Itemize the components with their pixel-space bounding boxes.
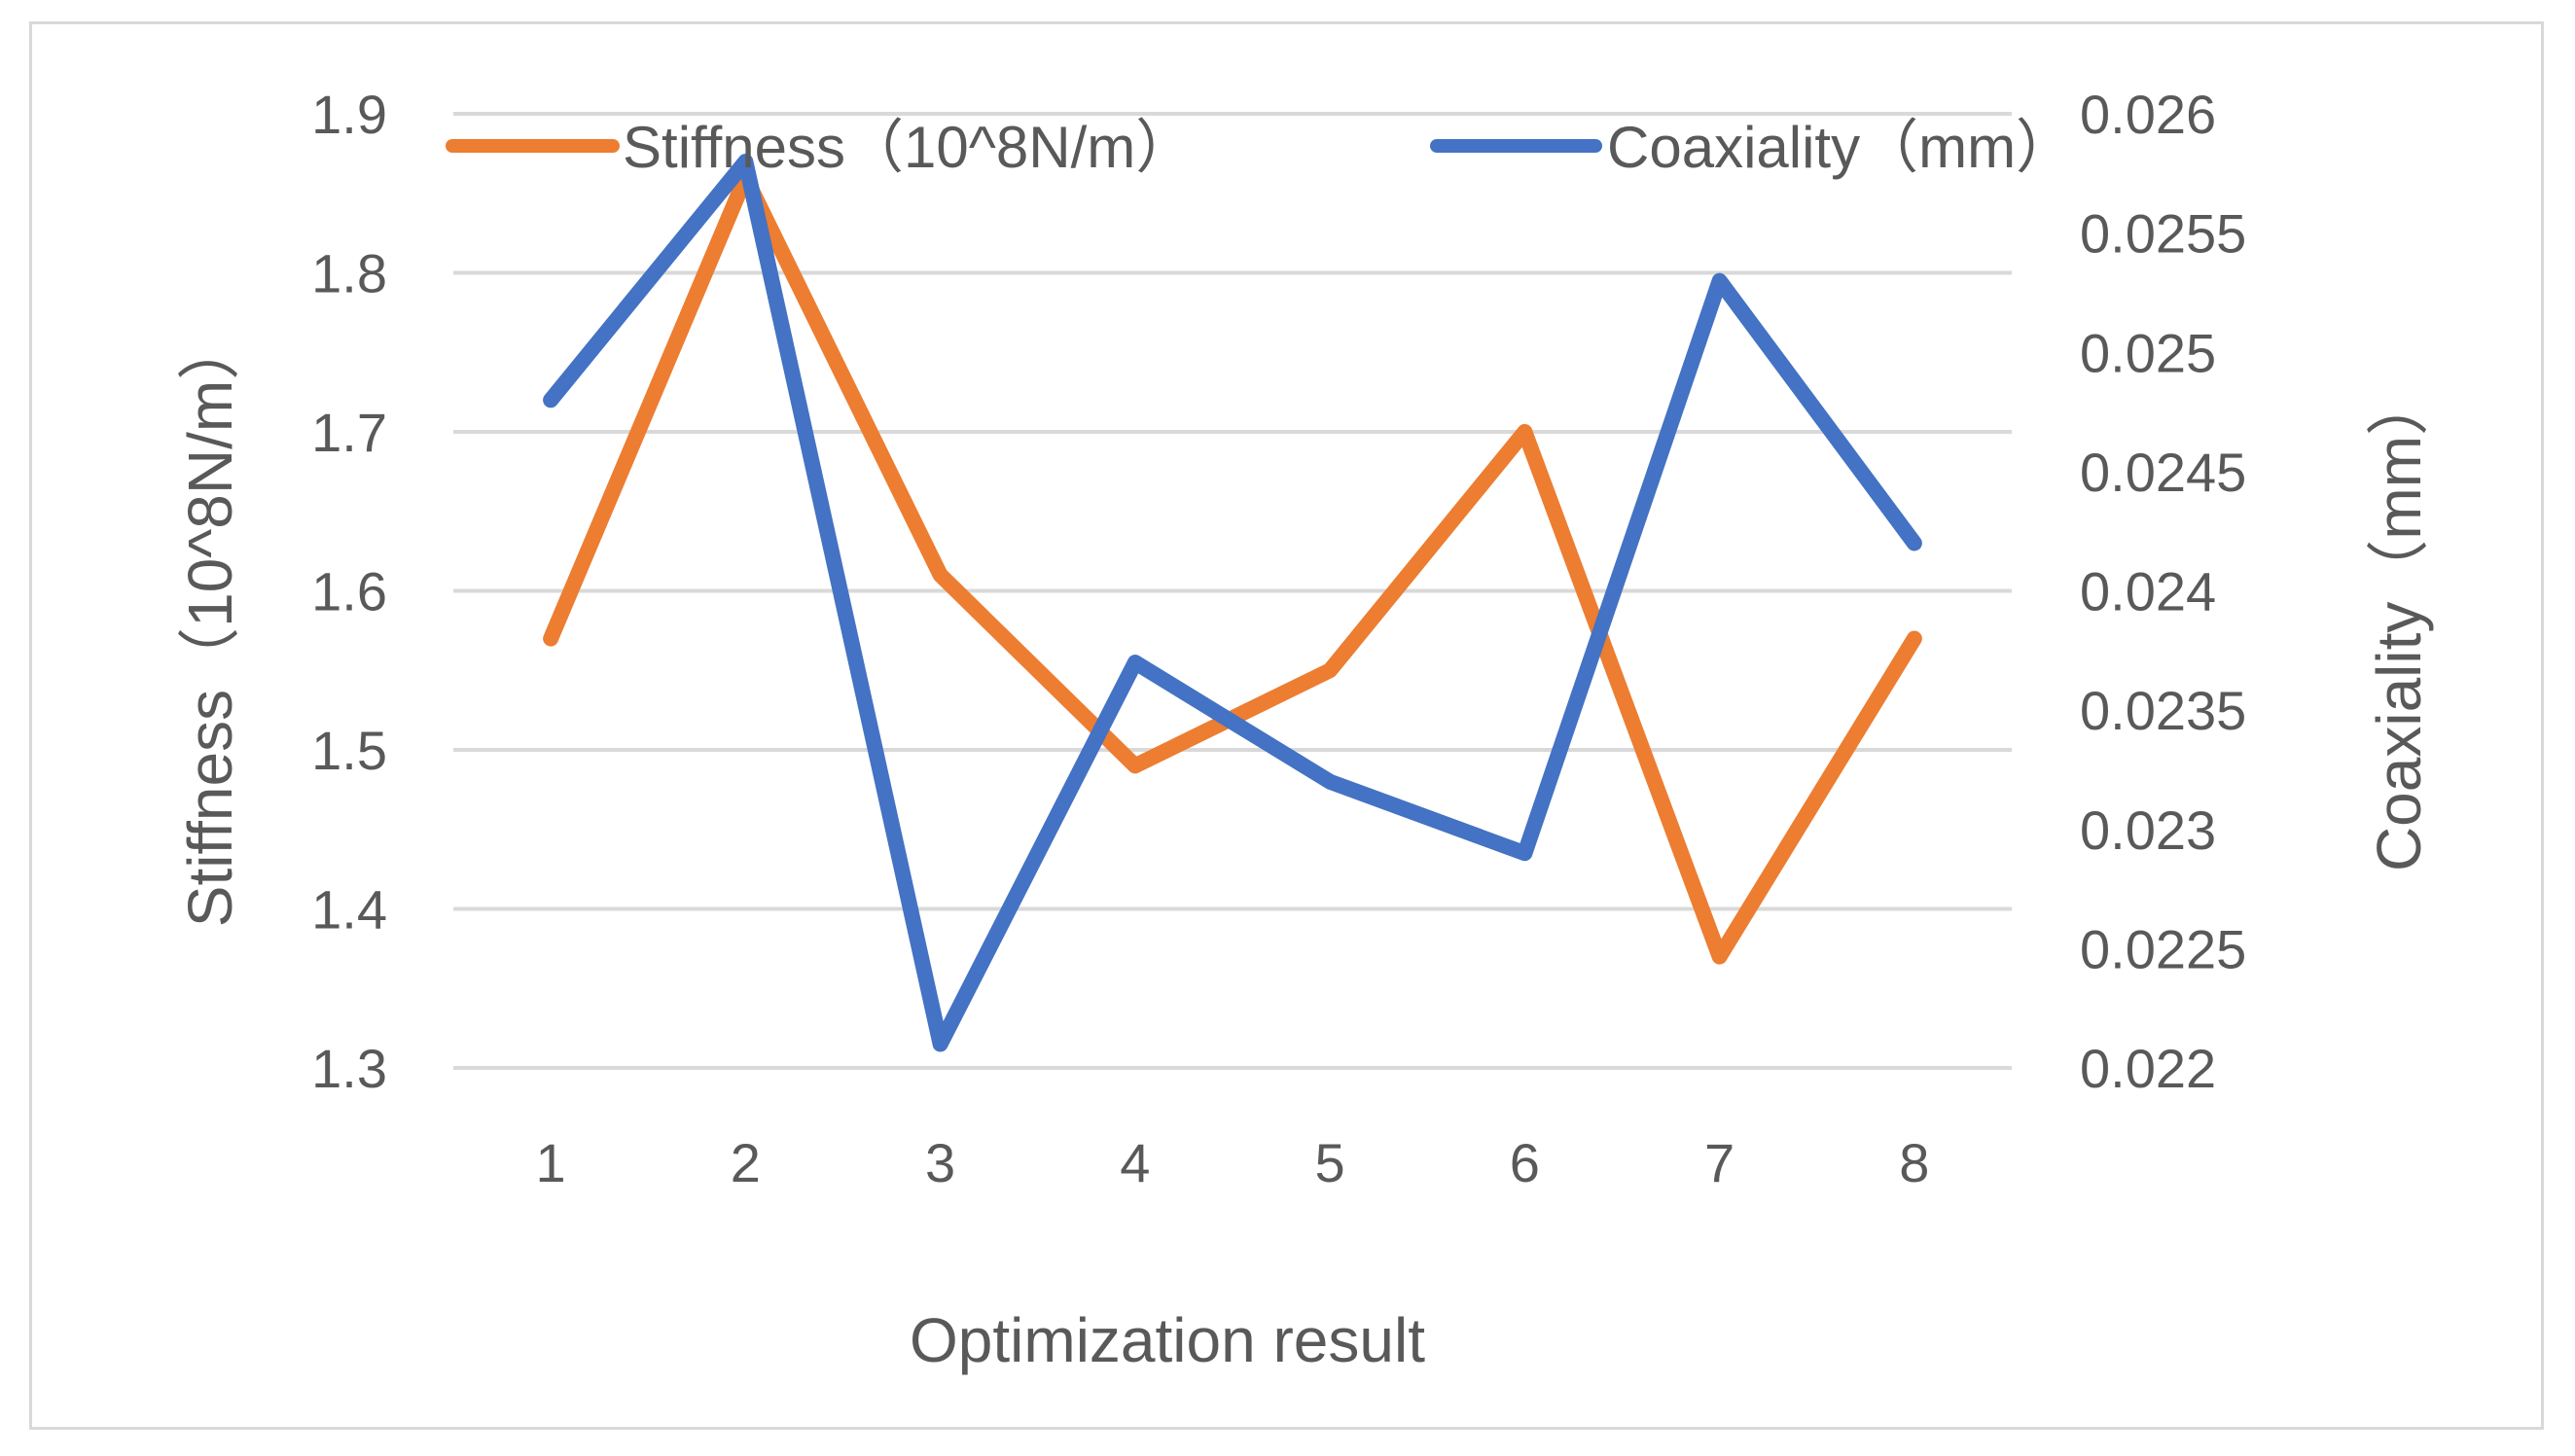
left-tick-label: 1.4 (311, 879, 387, 941)
right-tick-label: 0.025 (2080, 322, 2216, 383)
left-tick-label: 1.6 (311, 561, 387, 622)
x-tick-label: 7 (1704, 1132, 1735, 1193)
left-tick-label: 1.9 (311, 84, 387, 145)
legend: Stiffness（10^8N/m） Coaxiality（mm） (446, 115, 2074, 180)
left-tick-label: 1.7 (311, 402, 387, 463)
legend-label-coaxiality: Coaxiality（mm） (1607, 115, 2074, 180)
right-tick-label: 0.0235 (2080, 680, 2246, 741)
left-tick-label: 1.3 (311, 1038, 387, 1099)
legend-label-stiffness: Stiffness（10^8N/m） (623, 115, 1194, 180)
x-axis-ticks: 1 2 3 4 5 6 7 8 (536, 1132, 1930, 1193)
x-tick-label: 1 (536, 1132, 566, 1193)
x-tick-label: 3 (925, 1132, 955, 1193)
right-tick-label: 0.0245 (2080, 442, 2246, 503)
series-line-coaxiality (543, 154, 1922, 1052)
right-axis-title: Coaxiality（mm） (2364, 373, 2434, 871)
right-tick-label: 0.0255 (2080, 203, 2246, 265)
left-tick-label: 1.8 (311, 243, 387, 304)
right-tick-label: 0.022 (2080, 1038, 2216, 1099)
x-tick-label: 4 (1120, 1132, 1150, 1193)
x-tick-label: 8 (1899, 1132, 1929, 1193)
right-tick-label: 0.0225 (2080, 918, 2246, 979)
right-tick-label: 0.024 (2080, 561, 2216, 622)
left-tick-label: 1.5 (311, 720, 387, 781)
chart-frame (29, 21, 2544, 1430)
left-axis-title: Stiffness（10^8N/m） (175, 318, 245, 927)
x-tick-label: 6 (1510, 1132, 1540, 1193)
right-tick-label: 0.026 (2080, 84, 2216, 145)
right-axis-ticks: 0.022 0.0225 0.023 0.0235 0.024 0.0245 0.025 0.… (2080, 84, 2246, 1099)
gridlines (453, 112, 2012, 1070)
x-axis-title: Optimization result (910, 1305, 1425, 1375)
series-lines (543, 154, 1922, 1052)
left-axis-ticks: 1.3 1.4 1.5 1.6 1.7 1.8 1.9 (311, 84, 387, 1099)
right-tick-label: 0.023 (2080, 799, 2216, 861)
x-tick-label: 5 (1315, 1132, 1345, 1193)
x-tick-label: 2 (731, 1132, 761, 1193)
